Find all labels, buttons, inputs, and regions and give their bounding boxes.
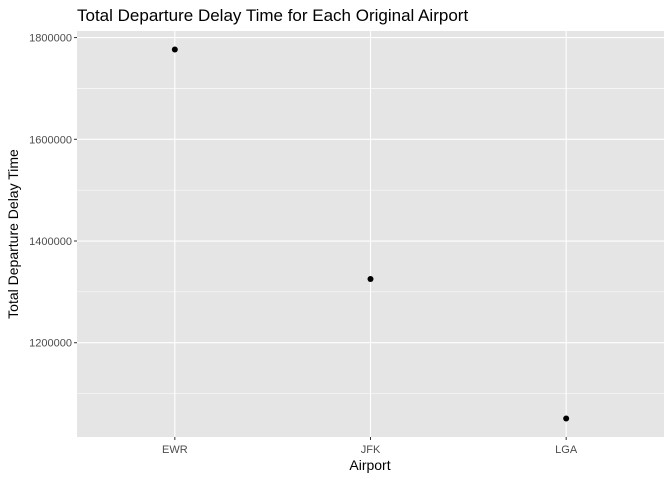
x-tick-label: EWR bbox=[162, 444, 188, 456]
y-axis-title: Total Departure Delay Time bbox=[5, 149, 21, 319]
y-tick-label: 1400000 bbox=[29, 236, 72, 248]
x-tick-label: LGA bbox=[555, 444, 578, 456]
data-point bbox=[563, 415, 570, 422]
chart-title: Total Departure Delay Time for Each Orig… bbox=[77, 6, 468, 25]
y-axis: 1200000 1400000 1600000 1800000 bbox=[29, 33, 77, 350]
x-axis-title: Airport bbox=[349, 457, 390, 473]
major-gridlines bbox=[77, 31, 664, 437]
data-point bbox=[171, 46, 178, 53]
x-tick-label: JFK bbox=[361, 444, 381, 456]
data-points bbox=[171, 46, 570, 422]
data-point bbox=[367, 276, 374, 283]
x-axis: EWR JFK LGA bbox=[162, 437, 578, 456]
y-tick-label: 1600000 bbox=[29, 134, 72, 146]
y-tick-label: 1800000 bbox=[29, 33, 72, 45]
y-tick-label: 1200000 bbox=[29, 338, 72, 350]
